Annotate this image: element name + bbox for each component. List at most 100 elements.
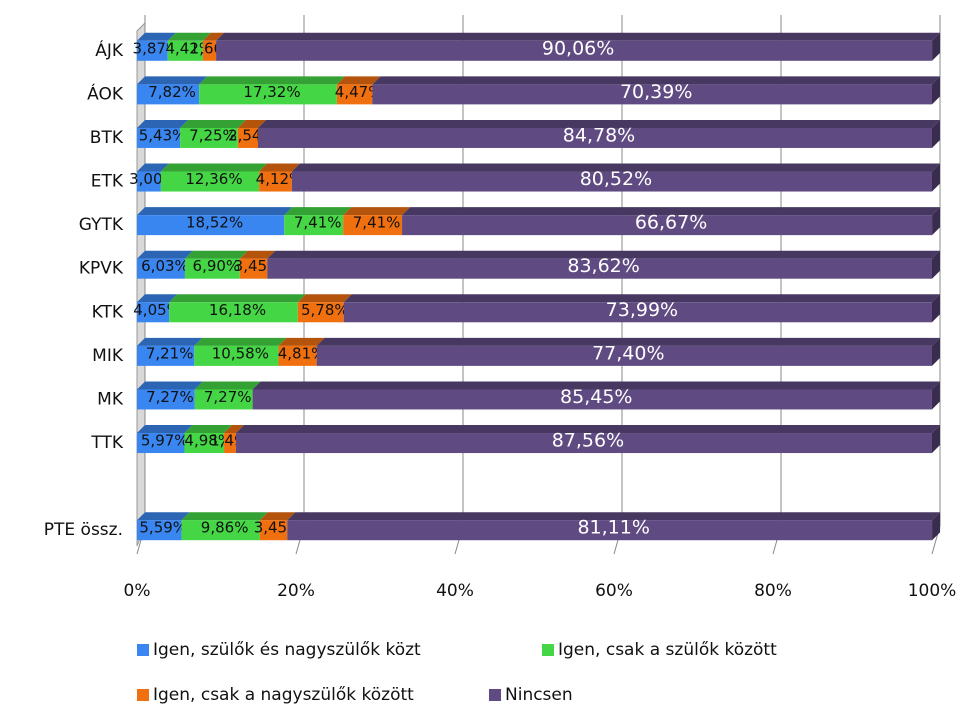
data-label: 73,99% (606, 299, 678, 321)
y-tick-label: GYTK (79, 215, 124, 235)
data-label: 12,36% (185, 170, 242, 188)
x-tick-label: 0% (124, 581, 151, 601)
data-label: 7,21% (146, 344, 194, 362)
bar-segment (194, 381, 261, 410)
bar-segment (137, 32, 176, 61)
bar-segment (239, 250, 276, 279)
data-label: 17,32% (243, 83, 300, 101)
data-label: 9,86% (201, 519, 249, 537)
y-tick-label: MIK (92, 346, 124, 366)
y-tick-label: KTK (92, 302, 124, 322)
data-label: 16,18% (209, 301, 266, 319)
data-label: 4,42% (166, 39, 214, 57)
bar-segment (257, 119, 940, 148)
data-label: 90,06% (542, 37, 614, 59)
y-tick-label: ETK (91, 172, 124, 192)
bar-segment (180, 119, 246, 148)
x-tick-label: 20% (277, 581, 315, 601)
data-label: 7,41% (294, 214, 342, 232)
y-tick-label: ÁJK (95, 39, 124, 61)
data-label: 10,58% (212, 344, 269, 362)
data-label: 5,43% (139, 126, 187, 144)
bar-segment (137, 163, 169, 192)
bar-segment (137, 76, 208, 105)
data-label: 4,81% (278, 344, 326, 362)
data-label: 7,41% (353, 214, 401, 232)
bar-segment (343, 207, 411, 236)
legend-swatch (489, 689, 501, 701)
bar-segment (137, 207, 293, 236)
y-tick-label: TTK (90, 433, 123, 453)
y-tick-label: PTE össz. (44, 520, 123, 540)
data-label: 5,78% (301, 301, 349, 319)
data-label: 4,05% (133, 301, 181, 319)
bar-segment (137, 337, 203, 366)
y-tick-label: ÁOK (87, 82, 124, 104)
bar-segment (184, 425, 233, 454)
data-label: 4,98% (184, 432, 232, 450)
data-label: 84,78% (563, 124, 635, 146)
legend-swatch (137, 689, 149, 701)
data-label: 5,59% (139, 519, 187, 537)
bar-segment (267, 250, 940, 279)
bar-segment (194, 337, 287, 366)
bar-segment (137, 294, 178, 323)
data-label: 83,62% (567, 255, 639, 277)
bar-segment (181, 512, 268, 541)
data-label: 80,52% (580, 168, 652, 190)
data-label: 66,67% (635, 212, 707, 234)
bar-segment (278, 337, 325, 366)
data-label: 4,47% (335, 83, 383, 101)
bar-segment (336, 76, 381, 105)
bar-segment (160, 163, 268, 192)
data-label: 4,12% (256, 170, 304, 188)
data-label: 77,40% (592, 342, 664, 364)
x-tick-label: 80% (754, 581, 792, 601)
bar-segment (237, 119, 266, 148)
bar-segment (137, 119, 189, 148)
data-label: 5,97% (141, 432, 189, 450)
y-tick-label: BTK (90, 128, 124, 148)
legend-label: Nincsen (505, 685, 573, 705)
bar-segment (372, 76, 940, 105)
x-tick-label: 60% (595, 581, 633, 601)
bar-segment (252, 381, 940, 410)
data-label: 6,90% (193, 257, 241, 275)
bar-segment (284, 207, 352, 236)
bar-segment (291, 163, 941, 192)
data-label: 7,27% (146, 388, 194, 406)
bar-segment (137, 425, 193, 454)
bar-segment (316, 337, 940, 366)
bar-segment (216, 32, 941, 61)
bar-segment (297, 294, 352, 323)
data-label: 18,52% (186, 214, 243, 232)
y-tick-label: KPVK (79, 259, 124, 279)
data-label: 70,39% (620, 81, 692, 103)
bar-segment (224, 425, 244, 454)
bar-segment (184, 250, 248, 279)
legend-label: Igen, csak a szülők között (558, 640, 777, 660)
bar-segment (287, 512, 941, 541)
data-label: 7,25% (189, 126, 237, 144)
data-label: 7,82% (148, 83, 196, 101)
x-tick-label: 40% (436, 581, 474, 601)
data-label: 81,11% (577, 517, 649, 539)
legend-swatch (542, 644, 554, 656)
legend-label: Igen, szülők és nagyszülők közt (153, 640, 421, 660)
bar-segment (167, 32, 211, 61)
bar-segment (137, 512, 190, 541)
bar-segment (259, 163, 300, 192)
bar-segment (199, 76, 345, 105)
data-label: 6,03% (141, 257, 189, 275)
x-tick-label: 100% (908, 581, 957, 601)
bar-segment (137, 381, 203, 410)
bar-segment (202, 32, 225, 61)
legend-swatch (137, 644, 149, 656)
data-label: 87,56% (552, 430, 624, 452)
y-tick-label: MK (97, 389, 124, 409)
bar-segment (343, 294, 940, 323)
bar-segment (137, 250, 193, 279)
bar-segment (235, 425, 940, 454)
bar-segment (402, 207, 941, 236)
